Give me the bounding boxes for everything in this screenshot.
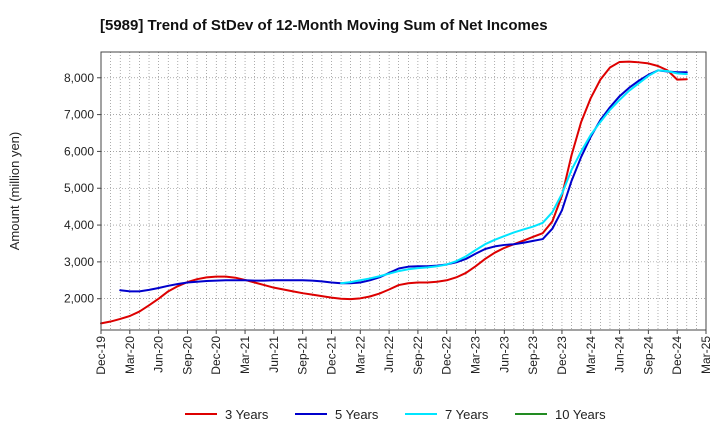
x-tick-label: Dec-21	[324, 336, 338, 375]
x-tick-label: Mar-20	[123, 336, 137, 374]
chart-title: [5989] Trend of StDev of 12-Month Moving…	[100, 17, 548, 34]
series-line-3-years	[100, 60, 688, 325]
legend-label-10-years: 10 Years	[555, 407, 606, 422]
x-tick-label: Jun-21	[267, 336, 281, 373]
x-tick-label: Sep-20	[180, 336, 194, 375]
x-tick-label: Jun-23	[497, 336, 511, 373]
plot-frame	[100, 51, 707, 331]
x-tick-label: Sep-24	[641, 336, 655, 375]
x-tick-label: Sep-23	[526, 336, 540, 375]
x-tick-label: Dec-19	[94, 336, 108, 375]
legend: 3 Years 5 Years 7 Years 10 Years	[185, 407, 606, 422]
series-layer	[100, 60, 688, 325]
x-tick-label: Sep-21	[296, 336, 310, 375]
x-tick-label: Dec-22	[440, 336, 454, 375]
legend-label-5-years: 5 Years	[335, 407, 379, 422]
x-tick-label: Sep-22	[411, 336, 425, 375]
x-tick-label: Dec-20	[209, 336, 223, 375]
x-tick-label: Mar-23	[469, 336, 483, 374]
x-tick-label: Mar-22	[353, 336, 367, 374]
y-tick-labels: 2,000 3,000 4,000 5,000 6,000 7,000 8,000	[64, 71, 101, 306]
plot-area	[101, 52, 706, 330]
x-tick-label: Mar-21	[238, 336, 252, 374]
y-tick-label: 7,000	[64, 108, 94, 122]
x-tick-label: Jun-22	[382, 336, 396, 373]
x-tick-label: Mar-25	[699, 336, 713, 374]
y-axis-title: Amount (million yen)	[7, 132, 22, 251]
x-tick-label: Dec-24	[670, 336, 684, 375]
y-tick-label: 2,000	[64, 292, 94, 306]
y-tick-label: 3,000	[64, 255, 94, 269]
y-tick-label: 5,000	[64, 181, 94, 195]
y-tick-label: 4,000	[64, 218, 94, 232]
series-line-7-years	[340, 69, 688, 285]
y-tick-label: 6,000	[64, 144, 94, 158]
legend-label-7-years: 7 Years	[445, 407, 489, 422]
x-tick-labels: Dec-19 Mar-20 Jun-20 Sep-20 Dec-20 Mar-21 Jun-…	[94, 330, 713, 375]
legend-label-3-years: 3 Years	[225, 407, 269, 422]
x-tick-label: Dec-23	[555, 336, 569, 375]
x-tick-label: Jun-20	[152, 336, 166, 373]
x-tick-label: Jun-24	[613, 336, 627, 373]
x-tick-label: Mar-24	[584, 336, 598, 374]
y-tick-label: 8,000	[64, 71, 94, 85]
